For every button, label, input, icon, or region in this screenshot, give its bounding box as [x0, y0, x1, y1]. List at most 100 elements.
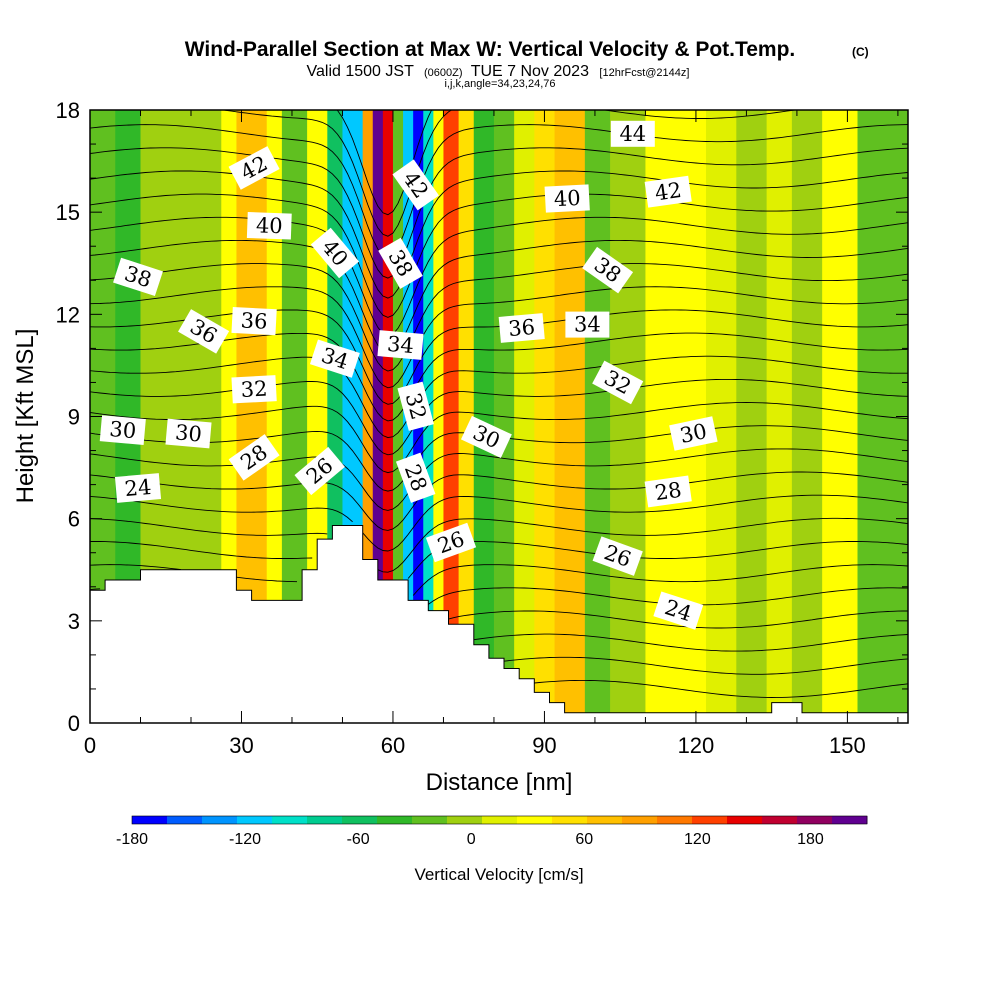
theta-contour-34 [90, 355, 908, 439]
valid-time-utc: (0600Z) [424, 67, 463, 79]
contour-label-15: 34 [377, 330, 424, 360]
contour-label-text: 40 [256, 213, 284, 238]
velocity-band-24 [514, 110, 535, 723]
contour-label-7: 40 [246, 212, 292, 240]
contour-label-text: 42 [653, 178, 683, 205]
contour-label-16: 32 [397, 381, 434, 431]
velocity-band-33 [791, 110, 823, 723]
colorbar-swatch-20 [832, 816, 868, 824]
colorbar-tick-label-5: 120 [684, 831, 711, 848]
terrain-polygon [89, 525, 909, 724]
velocity-band-25 [534, 110, 556, 723]
velocity-band-7 [266, 110, 283, 723]
contour-label-text: 32 [240, 377, 268, 402]
chart-title: Wind-Parallel Section at Max W: Vertical… [185, 38, 796, 61]
theta-contour-22 [473, 633, 908, 652]
contour-label-12: 40 [310, 227, 359, 279]
theta-contour-40 [90, 216, 908, 337]
contour-label-text: 30 [108, 417, 137, 443]
contour-label-1: 30 [99, 415, 146, 445]
colorbar-swatch-4 [272, 816, 308, 824]
velocity-band-21 [458, 110, 475, 723]
contour-label-text: 24 [124, 475, 153, 501]
x-tick-label-2: 60 [381, 733, 405, 758]
x-tick-label-4: 120 [678, 733, 715, 758]
contour-label-21: 34 [565, 311, 610, 338]
y-tick-label-2: 6 [68, 507, 80, 532]
contour-label-text: 36 [240, 308, 268, 333]
valid-time-line: Valid 1500 JST (0600Z) TUE 7 Nov 2023 [1… [307, 63, 690, 80]
velocity-band-13 [372, 110, 384, 723]
x-tick-label-1: 30 [229, 733, 253, 758]
terrain-mask [89, 525, 909, 724]
contour-label-text: 40 [553, 186, 581, 211]
colorbar-swatch-15 [657, 816, 693, 824]
theta-contour-42 [90, 170, 908, 299]
contour-label-25: 44 [610, 120, 655, 147]
contour-label-20: 36 [498, 313, 545, 343]
theta-contour-41 [90, 193, 908, 318]
forecast-info: [12hrFcst@2144z] [599, 67, 689, 79]
y-tick-label-0: 0 [68, 711, 80, 736]
velocity-band-34 [822, 110, 859, 723]
theta-contour-20 [534, 679, 908, 698]
theta-contour-29 [90, 471, 908, 531]
theta-contour-23 [448, 610, 908, 629]
contour-label-text: 30 [678, 419, 709, 448]
theta-contour-27 [90, 517, 908, 573]
contour-label-text: 36 [507, 315, 536, 341]
theta-contour-35 [90, 332, 908, 422]
velocity-band-28 [610, 110, 647, 723]
colorbar-tick-label-3: 0 [467, 831, 476, 848]
copyright-mark: (C) [852, 45, 869, 59]
colorbar-swatch-17 [727, 816, 763, 824]
colorbar-title: Vertical Velocity [cm/s] [414, 865, 583, 884]
velocity-band-15 [392, 110, 404, 723]
contour-label-24: 32 [592, 360, 644, 405]
theta-contour-32 [90, 402, 908, 474]
colorbar-tick-label-1: -120 [229, 831, 261, 848]
contour-label-0: 24 [114, 473, 162, 503]
contour-label-27: 30 [669, 416, 718, 451]
colorbar-swatch-0 [132, 816, 168, 824]
x-axis-title: Distance [nm] [426, 769, 573, 796]
colorbar-swatch-19 [797, 816, 833, 824]
contour-label-22: 40 [544, 184, 590, 213]
colorbar-tick-label-2: -60 [347, 831, 370, 848]
velocity-band-26 [554, 110, 586, 723]
colorbar-tick-label-6: 180 [797, 831, 824, 848]
contour-label-text: 28 [653, 478, 683, 505]
contour-label-26: 42 [644, 175, 692, 208]
contour-label-text: 34 [574, 313, 601, 337]
theta-contour-25 [90, 564, 908, 596]
velocity-band-30 [706, 110, 737, 723]
colorbar-swatch-1 [167, 816, 203, 824]
theta-contour-39 [90, 239, 908, 355]
colorbar-swatch-12 [552, 816, 588, 824]
y-tick-label-6: 18 [56, 98, 80, 123]
theta-contour-21 [503, 656, 908, 675]
section-params: i,j,k,angle=34,23,24,76 [444, 78, 555, 90]
theta-contour-26 [90, 541, 908, 579]
colorbar-swatch-6 [342, 816, 378, 824]
theta-contour-43 [90, 147, 908, 279]
theta-contour-30 [90, 448, 908, 511]
y-axis-title: Height [Kft MSL] [12, 329, 39, 504]
contour-label-text: 30 [174, 420, 203, 446]
x-tick-label-3: 90 [532, 733, 556, 758]
colorbar-swatch-2 [202, 816, 238, 824]
colorbar-swatch-5 [307, 816, 343, 824]
colorbar-swatch-9 [447, 816, 483, 824]
contour-label-4: 36 [231, 306, 277, 336]
colorbar-swatch-18 [762, 816, 798, 824]
colorbar-tick-label-4: 60 [575, 831, 593, 848]
theta-contour-33 [90, 378, 908, 456]
y-tick-label-3: 9 [68, 405, 80, 430]
colorbar-swatch-11 [517, 816, 553, 824]
contour-label-text: 34 [386, 332, 415, 358]
colorbar-swatch-14 [622, 816, 658, 824]
velocity-band-32 [766, 110, 793, 723]
